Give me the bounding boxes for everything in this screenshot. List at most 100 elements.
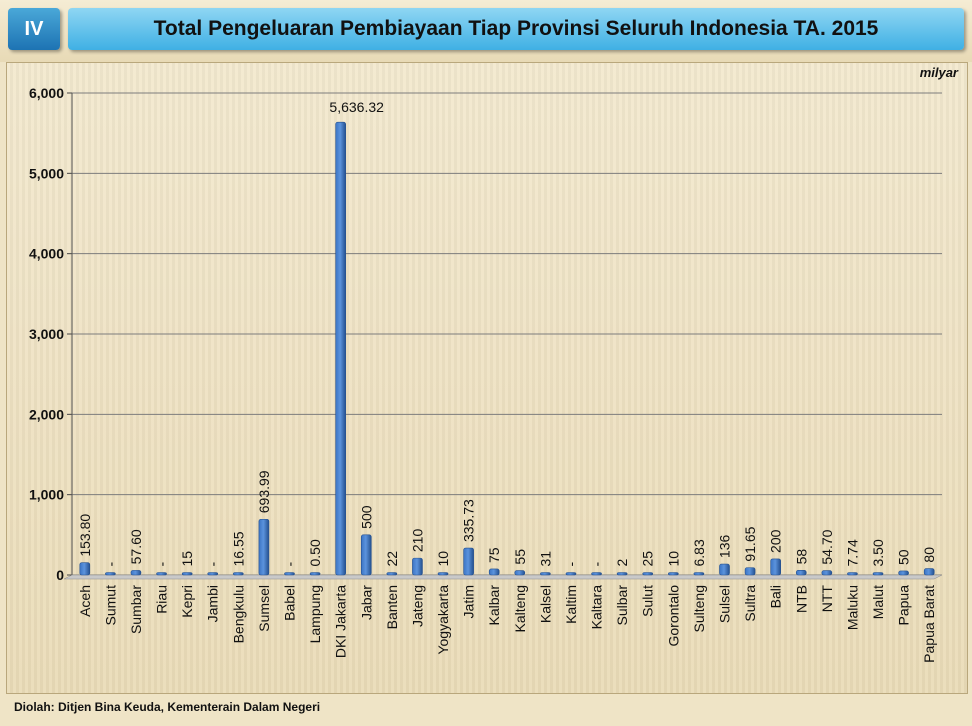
bar [821,570,833,576]
category-label: Jabar [358,585,374,620]
data-label: 50 [896,549,912,565]
data-label: 55 [512,549,528,565]
bar [79,562,91,576]
data-label: - [154,562,170,567]
bar [847,572,858,576]
category-label: Maluku [844,585,860,630]
unit-label: milyar [920,65,959,80]
data-label: 80 [921,547,937,563]
category-label: Kalsel [537,585,553,623]
bar-chart: 01,0002,0003,0004,0005,0006,000milyar153… [29,65,959,663]
data-label: 0.50 [307,539,323,566]
y-tick-label: 1,000 [29,487,64,503]
data-label: 153.80 [77,514,93,557]
bar [130,570,142,576]
category-label: Kalteng [512,585,528,632]
data-label: 7.74 [844,539,860,566]
category-label: Sultra [742,585,758,622]
data-label: - [563,562,579,567]
page-title: Total Pengeluaran Pembiayaan Tiap Provin… [68,8,964,50]
bar [258,518,270,576]
data-label: 58 [793,549,809,565]
bar [386,572,398,576]
data-label: 16.55 [230,531,246,566]
bar [437,572,449,576]
category-label: Riau [154,585,170,614]
category-label: NTB [793,585,809,613]
y-tick-label: 5,000 [29,165,64,181]
category-label: Malut [870,585,886,619]
bar [770,558,781,576]
bar [181,572,193,576]
bar [898,570,909,576]
category-label: Papua Barat [921,585,937,663]
category-label: Sulbar [614,585,630,626]
chart-floor [63,574,943,580]
data-label: 136 [717,535,733,559]
data-label: 10 [435,551,451,567]
category-label: Bali [768,585,784,608]
data-label: 57.60 [128,529,144,564]
category-label: Banten [384,585,400,629]
bar [156,572,167,576]
data-label: - [589,562,605,567]
category-label: Sumsel [256,585,272,632]
bar [591,572,602,576]
header: IV Total Pengeluaran Pembiayaan Tiap Pro… [0,0,972,62]
category-label: Gorontalo [665,585,681,647]
data-label: 75 [486,547,502,563]
y-tick-label: 4,000 [29,246,64,262]
data-label: - [205,562,221,567]
bar [463,547,474,576]
data-label: 335.73 [461,499,477,542]
bar [693,572,705,576]
bar [872,572,884,576]
data-label: 31 [537,551,553,567]
category-label: NTT [819,585,835,613]
category-label: Jatim [461,585,477,618]
category-label: Kaltim [563,585,579,624]
category-label: Kalbar [486,585,502,626]
bar [540,572,551,576]
category-label: Babel [282,585,298,621]
bar [412,557,423,576]
bar [616,572,628,576]
data-label: 25 [640,551,656,567]
data-label: 200 [768,529,784,553]
source-note: Diolah: Ditjen Bina Keuda, Kementerain D… [14,700,321,714]
bar [335,121,346,576]
data-label: 10 [665,551,681,567]
data-label: 2 [614,559,630,567]
category-label: Sulut [640,585,656,617]
bar [719,563,730,576]
data-label: 22 [384,551,400,567]
bar [744,567,756,576]
bar [668,572,679,576]
y-tick-label: 0 [56,567,64,583]
bar [795,570,807,576]
bar [105,572,116,576]
section-badge: IV [8,8,60,50]
bar [233,572,244,576]
data-label: 54.70 [819,529,835,564]
category-label: Sumut [102,585,118,626]
y-tick-label: 6,000 [29,85,64,101]
data-label: 15 [179,551,195,567]
category-label: DKI Jakarta [333,585,349,658]
bar [565,572,577,576]
category-label: Kepri [179,585,195,618]
data-label: 210 [409,529,425,553]
bar [284,572,295,576]
category-label: Kaltara [589,585,605,630]
data-label: 5,636.32 [329,99,384,115]
data-label: 693.99 [256,470,272,513]
category-label: Sulteng [691,585,707,632]
y-tick-label: 2,000 [29,406,64,422]
category-label: Jambi [205,585,221,622]
chart-area [6,62,968,694]
bar [488,568,500,576]
data-label: 91.65 [742,526,758,561]
category-label: Aceh [77,585,93,617]
data-label: 6.83 [691,539,707,566]
bar [514,570,526,576]
